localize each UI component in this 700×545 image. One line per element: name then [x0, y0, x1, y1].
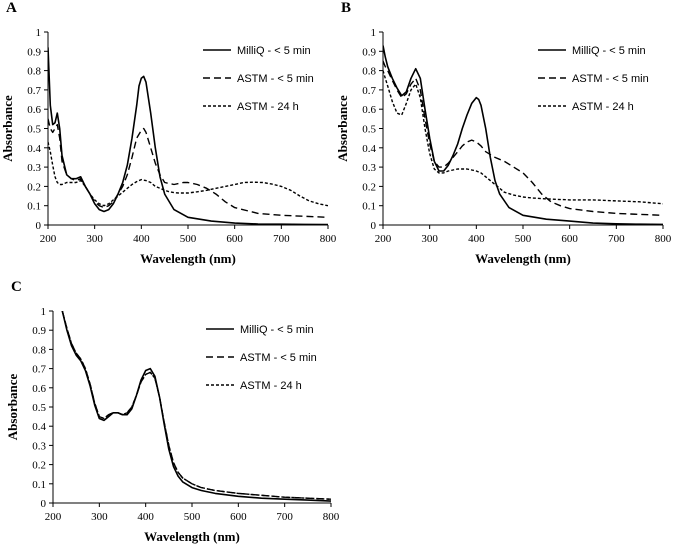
x-tick-label: 200 — [40, 233, 57, 245]
x-axis-title: Wavelength (nm) — [475, 251, 571, 266]
y-tick-label: 1 — [371, 27, 377, 39]
legend-label: ASTM - 24 h — [240, 380, 302, 392]
panel-a: A 0 0.1 0.2 0.3 0.4 0.5 0.6 0.7 0.8 0.9 1 200 300 400 5… — [0, 0, 337, 266]
y-tick-label: 0.4 — [32, 421, 46, 433]
x-tick-label: 700 — [608, 233, 625, 245]
y-tick-label: 0.8 — [32, 344, 46, 356]
x-axis-title: Wavelength (nm) — [144, 529, 240, 544]
y-tick-label: 1 — [36, 27, 42, 39]
x-tick-label: 200 — [45, 511, 62, 523]
y-tick-label: 0 — [36, 220, 42, 232]
x-tick-label: 400 — [137, 511, 154, 523]
y-tick-label: 0 — [41, 498, 47, 510]
y-tick-label: 0.1 — [27, 201, 41, 213]
x-tick-label: 800 — [320, 233, 337, 245]
y-tick-label: 0.3 — [32, 440, 46, 452]
x-tick-label: 800 — [655, 233, 672, 245]
y-tick-label: 0.8 — [27, 66, 41, 78]
x-tick-label: 400 — [468, 233, 485, 245]
x-tick-label: 300 — [421, 233, 438, 245]
x-tick-label: 500 — [184, 511, 201, 523]
y-tick-label: 0.3 — [362, 162, 376, 174]
x-tick-label: 700 — [276, 511, 293, 523]
x-axis-title: Wavelength (nm) — [140, 251, 236, 266]
series-line-dotted — [48, 141, 328, 207]
y-tick-label: 0.6 — [27, 104, 41, 116]
y-tick-label: 0.4 — [27, 143, 41, 155]
x-tick-label: 500 — [180, 233, 197, 245]
panel-letter: B — [341, 0, 351, 16]
series-line-dashed — [48, 118, 328, 218]
x-tick-label: 800 — [323, 511, 340, 523]
y-axis-title: Absorbance — [0, 95, 15, 162]
y-tick-label: 0.5 — [27, 124, 41, 136]
y-tick-label: 0.9 — [32, 325, 46, 337]
panel-b: B 0 0.1 0.2 0.3 0.4 0.5 0.6 0.7 0.8 0.9 1 200 300 400 5… — [335, 0, 672, 266]
x-tick-label: 200 — [375, 233, 392, 245]
legend-label: MilliQ - < 5 min — [237, 45, 311, 57]
y-tick-label: 0.7 — [362, 85, 376, 97]
y-axis-title: Absorbance — [335, 95, 350, 162]
y-tick-label: 0.9 — [362, 46, 376, 58]
y-axis-title: Absorbance — [5, 374, 20, 441]
x-tick-label: 600 — [226, 233, 243, 245]
panel-letter: C — [11, 279, 22, 295]
x-tick-label: 600 — [230, 511, 247, 523]
y-tick-label: 0 — [371, 220, 377, 232]
x-tick-label: 600 — [561, 233, 578, 245]
y-tick-label: 1 — [41, 306, 47, 318]
y-tick-label: 0.5 — [362, 124, 376, 136]
y-tick-label: 0.3 — [27, 162, 41, 174]
x-tick-label: 400 — [133, 233, 150, 245]
series-line-solid — [48, 47, 328, 225]
series-line-dashed — [61, 311, 331, 500]
y-tick-label: 0.7 — [32, 364, 46, 376]
y-tick-label: 0.6 — [362, 104, 376, 116]
legend-label: MilliQ - < 5 min — [240, 324, 314, 336]
y-tick-label: 0.4 — [362, 143, 376, 155]
y-tick-label: 0.8 — [362, 66, 376, 78]
legend-label: ASTM - < 5 min — [237, 73, 314, 85]
legend-label: ASTM - < 5 min — [240, 352, 317, 364]
y-tick-label: 0.9 — [27, 46, 41, 58]
x-tick-label: 500 — [515, 233, 532, 245]
panel-c: C 0 0.1 0.2 0.3 0.4 0.5 0.6 0.7 0.8 0.9 1 200 300 400 5… — [5, 279, 340, 544]
legend-label: ASTM - 24 h — [237, 101, 299, 113]
series-line-dotted — [383, 70, 663, 205]
y-tick-label: 0.7 — [27, 85, 41, 97]
y-tick-label: 0.6 — [32, 383, 46, 395]
legend-label: ASTM - 24 h — [572, 101, 634, 113]
x-tick-label: 300 — [91, 511, 108, 523]
series-line-solid — [61, 311, 331, 502]
panel-letter: A — [6, 0, 17, 16]
y-tick-label: 0.1 — [362, 201, 376, 213]
x-tick-label: 300 — [86, 233, 103, 245]
legend-label: ASTM - < 5 min — [572, 73, 649, 85]
y-tick-label: 0.1 — [32, 479, 46, 491]
y-tick-label: 0.2 — [27, 181, 41, 193]
series-line-solid — [383, 45, 663, 225]
legend-label: MilliQ - < 5 min — [572, 45, 646, 57]
y-tick-label: 0.2 — [32, 460, 46, 472]
y-tick-label: 0.5 — [32, 402, 46, 414]
series-line-dashed — [383, 60, 663, 216]
y-tick-label: 0.2 — [362, 181, 376, 193]
x-tick-label: 700 — [273, 233, 290, 245]
series-line-dotted — [61, 311, 331, 500]
